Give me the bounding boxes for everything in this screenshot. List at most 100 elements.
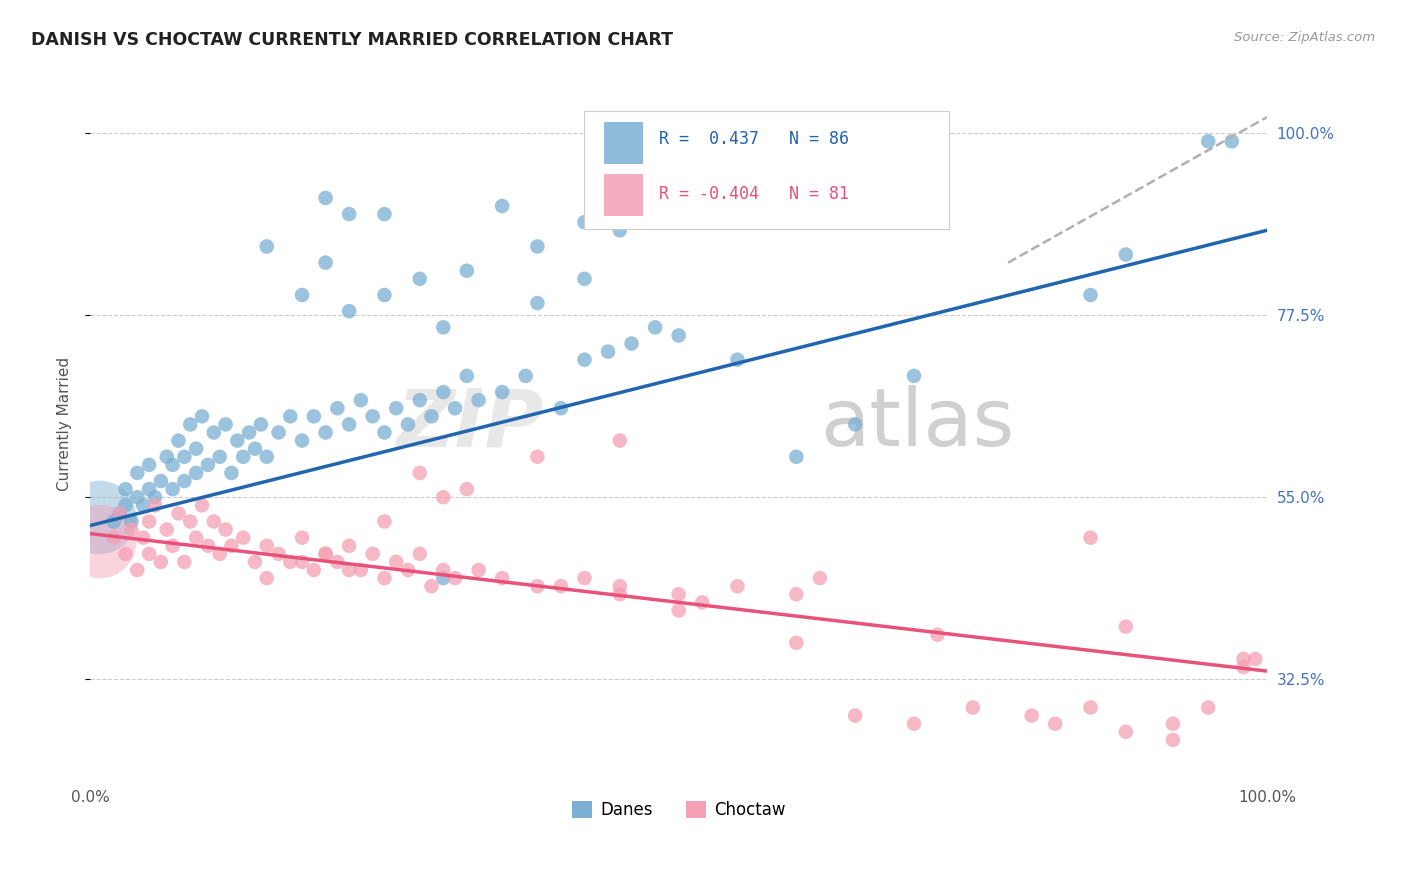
Point <box>138 482 160 496</box>
Point <box>337 304 360 318</box>
Point <box>1161 716 1184 731</box>
Point <box>1220 134 1243 148</box>
Point <box>149 555 172 569</box>
Point <box>385 401 408 416</box>
Point <box>609 223 631 237</box>
Point <box>120 523 142 537</box>
Point <box>1232 660 1254 674</box>
Point <box>432 563 454 577</box>
Point <box>456 264 478 278</box>
Point <box>326 401 349 416</box>
Point <box>467 563 489 577</box>
Point <box>197 458 219 472</box>
Point <box>1197 134 1219 148</box>
Point <box>127 563 149 577</box>
Point <box>526 450 548 464</box>
Point <box>278 409 301 424</box>
Point <box>173 450 195 464</box>
Point <box>214 417 236 432</box>
Point <box>385 555 408 569</box>
Point <box>127 490 149 504</box>
Y-axis label: Currently Married: Currently Married <box>58 358 72 491</box>
Point <box>291 434 314 448</box>
Bar <box>605 121 644 164</box>
Point <box>256 450 278 464</box>
Point <box>162 482 184 496</box>
Point <box>574 571 596 585</box>
Point <box>315 425 337 440</box>
Point <box>149 474 172 488</box>
Point <box>373 425 395 440</box>
Point <box>844 417 866 432</box>
Point <box>350 393 373 408</box>
Point <box>143 498 166 512</box>
Point <box>373 288 395 302</box>
Point <box>491 199 513 213</box>
Point <box>785 587 807 601</box>
Point <box>191 498 214 512</box>
Bar <box>605 174 644 216</box>
Point <box>1021 708 1043 723</box>
Point <box>256 539 278 553</box>
Point <box>609 434 631 448</box>
Point <box>526 579 548 593</box>
Point <box>1115 247 1137 261</box>
Point <box>808 571 831 585</box>
Point <box>315 255 337 269</box>
Point <box>208 450 231 464</box>
Point <box>596 344 619 359</box>
Point <box>609 587 631 601</box>
Point <box>221 539 243 553</box>
Point <box>1080 700 1102 714</box>
Point <box>903 368 925 383</box>
Point <box>409 393 432 408</box>
Point <box>138 458 160 472</box>
Point <box>444 571 467 585</box>
Point <box>373 207 395 221</box>
Point <box>1232 652 1254 666</box>
Point <box>127 466 149 480</box>
Point <box>644 320 666 334</box>
Point <box>326 555 349 569</box>
Point <box>727 579 749 593</box>
Point <box>927 628 949 642</box>
Point <box>574 215 596 229</box>
Text: atlas: atlas <box>820 385 1014 464</box>
Point <box>197 539 219 553</box>
Point <box>221 466 243 480</box>
Point <box>432 571 454 585</box>
Point <box>574 352 596 367</box>
Point <box>361 409 384 424</box>
Point <box>727 352 749 367</box>
Point <box>526 296 548 310</box>
Point <box>256 239 278 253</box>
Point <box>444 401 467 416</box>
Point <box>103 531 125 545</box>
Point <box>409 547 432 561</box>
Point <box>785 450 807 464</box>
Point <box>202 425 225 440</box>
Point <box>515 368 537 383</box>
Point <box>526 239 548 253</box>
Point <box>420 579 443 593</box>
Point <box>396 417 419 432</box>
Point <box>432 320 454 334</box>
Point <box>1161 732 1184 747</box>
Point <box>250 417 273 432</box>
Point <box>243 442 266 456</box>
Point <box>409 272 432 286</box>
Point <box>143 490 166 504</box>
Point <box>420 409 443 424</box>
Point <box>278 555 301 569</box>
Point <box>173 555 195 569</box>
Text: R =  0.437   N = 86: R = 0.437 N = 86 <box>658 130 849 148</box>
Point <box>114 482 136 496</box>
Text: DANISH VS CHOCTAW CURRENTLY MARRIED CORRELATION CHART: DANISH VS CHOCTAW CURRENTLY MARRIED CORR… <box>31 31 673 49</box>
Point <box>173 474 195 488</box>
Point <box>186 531 208 545</box>
Point <box>89 534 111 549</box>
Point <box>668 328 690 343</box>
Point <box>1197 700 1219 714</box>
Point <box>156 450 179 464</box>
Text: R = -0.404   N = 81: R = -0.404 N = 81 <box>658 186 849 203</box>
